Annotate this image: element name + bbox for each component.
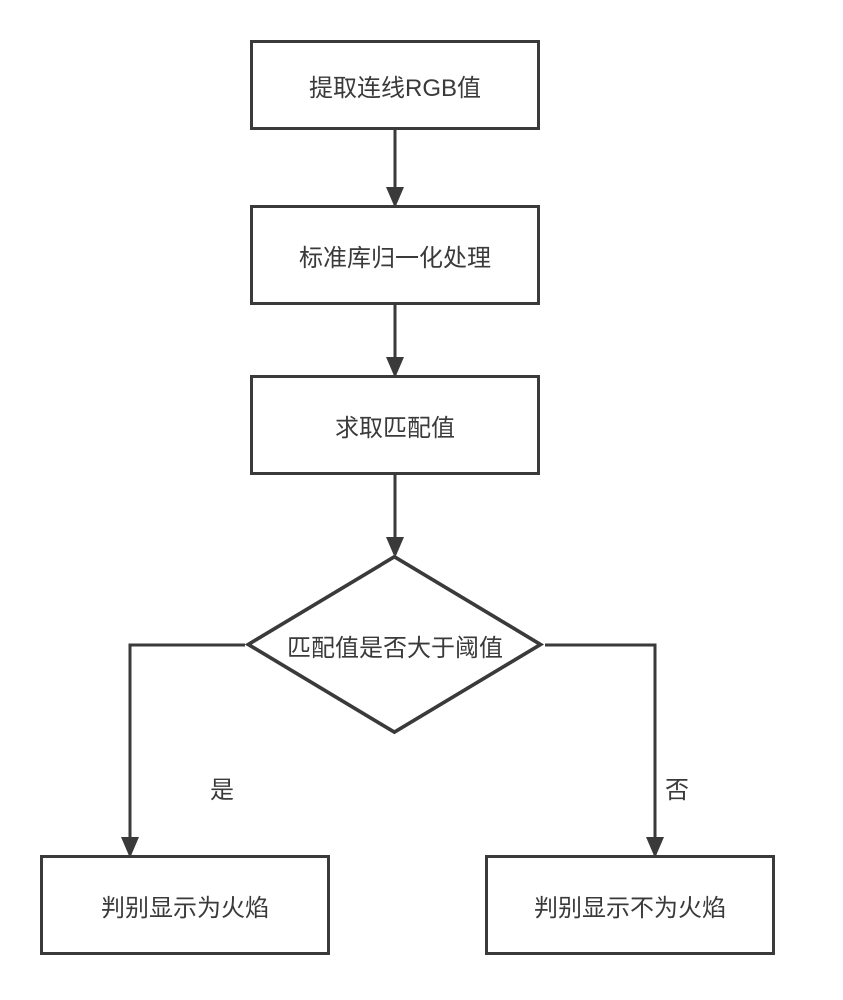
node-match-value: 求取匹配值 (250, 375, 540, 475)
node-normalize: 标准库归一化处理 (250, 205, 540, 305)
node-extract-rgb: 提取连线RGB值 (250, 40, 540, 130)
node-label: 判别显示不为火焰 (534, 888, 726, 923)
node-not-flame: 判别显示不为火焰 (485, 855, 775, 955)
node-label: 标准库归一化处理 (299, 238, 491, 273)
edge-label-yes: 是 (210, 770, 234, 805)
node-label: 匹配值是否大于阈值 (245, 555, 545, 735)
flow-edges (0, 0, 843, 1000)
node-label: 提取连线RGB值 (309, 68, 481, 103)
edge-label-no: 否 (665, 770, 689, 805)
node-label: 求取匹配值 (335, 408, 455, 443)
node-label: 判别显示为火焰 (101, 888, 269, 923)
node-threshold-check: 匹配值是否大于阈值 (145, 555, 645, 735)
node-is-flame: 判别显示为火焰 (40, 855, 330, 955)
